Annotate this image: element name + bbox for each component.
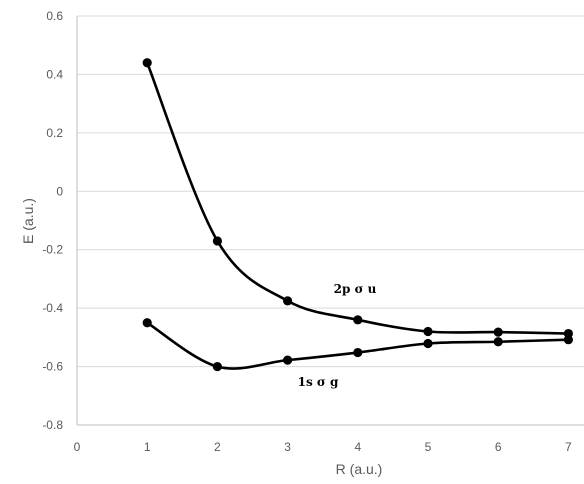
- series-line: [146, 321, 569, 370]
- x-tick-label: 5: [425, 440, 432, 454]
- x-tick-label: 0: [74, 440, 81, 454]
- series-2p-sigma-u: [142, 58, 574, 339]
- y-tick-label: -0.2: [42, 243, 63, 257]
- y-tick-label: -0.8: [42, 418, 63, 432]
- data-point: [142, 318, 152, 328]
- data-point: [423, 326, 433, 337]
- y-tick-label: 0.4: [46, 67, 63, 81]
- series-lines: [142, 58, 574, 372]
- data-point: [493, 327, 503, 337]
- data-point: [353, 315, 363, 325]
- data-point: [142, 58, 152, 68]
- data-point: [353, 347, 363, 358]
- y-tick-label: 0: [56, 184, 63, 198]
- series-1s-sigma-g: [142, 318, 574, 372]
- data-point: [283, 296, 293, 306]
- x-tick-label: 3: [284, 440, 291, 454]
- gridlines: [77, 15, 584, 368]
- y-tick-label: 0.2: [46, 126, 63, 140]
- x-tick-label: 6: [495, 440, 502, 454]
- x-tick-label: 7: [565, 440, 572, 454]
- y-tick-label: 0.6: [46, 9, 63, 23]
- data-point: [212, 236, 222, 246]
- x-tick-label: 4: [354, 440, 361, 454]
- data-point: [283, 355, 293, 365]
- series-label: 1s σ g: [298, 375, 339, 389]
- series-label: 2p σ u: [334, 282, 377, 296]
- data-point: [212, 361, 222, 372]
- y-tick-label: -0.6: [42, 360, 63, 374]
- x-tick-label: 2: [214, 440, 221, 454]
- axes: 0.6 0.4 0.2 0 -0.2 -0.4 -0.6 -0.8 0 1 2 3 4 5 6 7: [42, 9, 584, 454]
- x-tick-label: 1: [144, 440, 151, 454]
- y-tick-label: -0.4: [42, 301, 63, 315]
- y-axis-title: E (a.u.): [20, 198, 36, 244]
- series-labels: 2p σ u 1s σ g: [298, 282, 377, 389]
- data-point: [563, 335, 574, 345]
- data-point: [423, 338, 433, 349]
- data-point: [493, 337, 503, 347]
- x-axis-title: R (a.u.): [336, 461, 383, 477]
